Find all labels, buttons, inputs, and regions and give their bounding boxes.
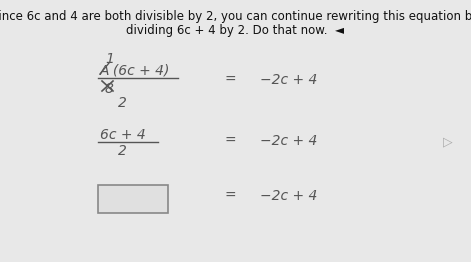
Text: 2: 2 [118, 144, 127, 158]
Text: Since 6c and 4 are both divisible by 2, you can continue rewriting this equation: Since 6c and 4 are both divisible by 2, … [0, 10, 471, 23]
Text: =: = [224, 73, 236, 87]
Text: −2c + 4: −2c + 4 [260, 134, 317, 148]
Bar [98, 185, 168, 213]
Text: ▷: ▷ [443, 135, 453, 149]
Text: 6c + 4: 6c + 4 [100, 128, 146, 142]
Text: =: = [224, 189, 236, 203]
Text: −2c + 4: −2c + 4 [260, 73, 317, 87]
Text: =: = [224, 134, 236, 148]
Text: 8: 8 [105, 82, 114, 96]
Text: dividing 6c + 4 by 2. Do that now.  ◄︎: dividing 6c + 4 by 2. Do that now. ◄︎ [126, 24, 344, 37]
Text: 1: 1 [105, 52, 114, 66]
Text: 2: 2 [118, 96, 127, 110]
Text: A (6c + 4): A (6c + 4) [100, 64, 171, 78]
Text: −2c + 4: −2c + 4 [260, 189, 317, 203]
